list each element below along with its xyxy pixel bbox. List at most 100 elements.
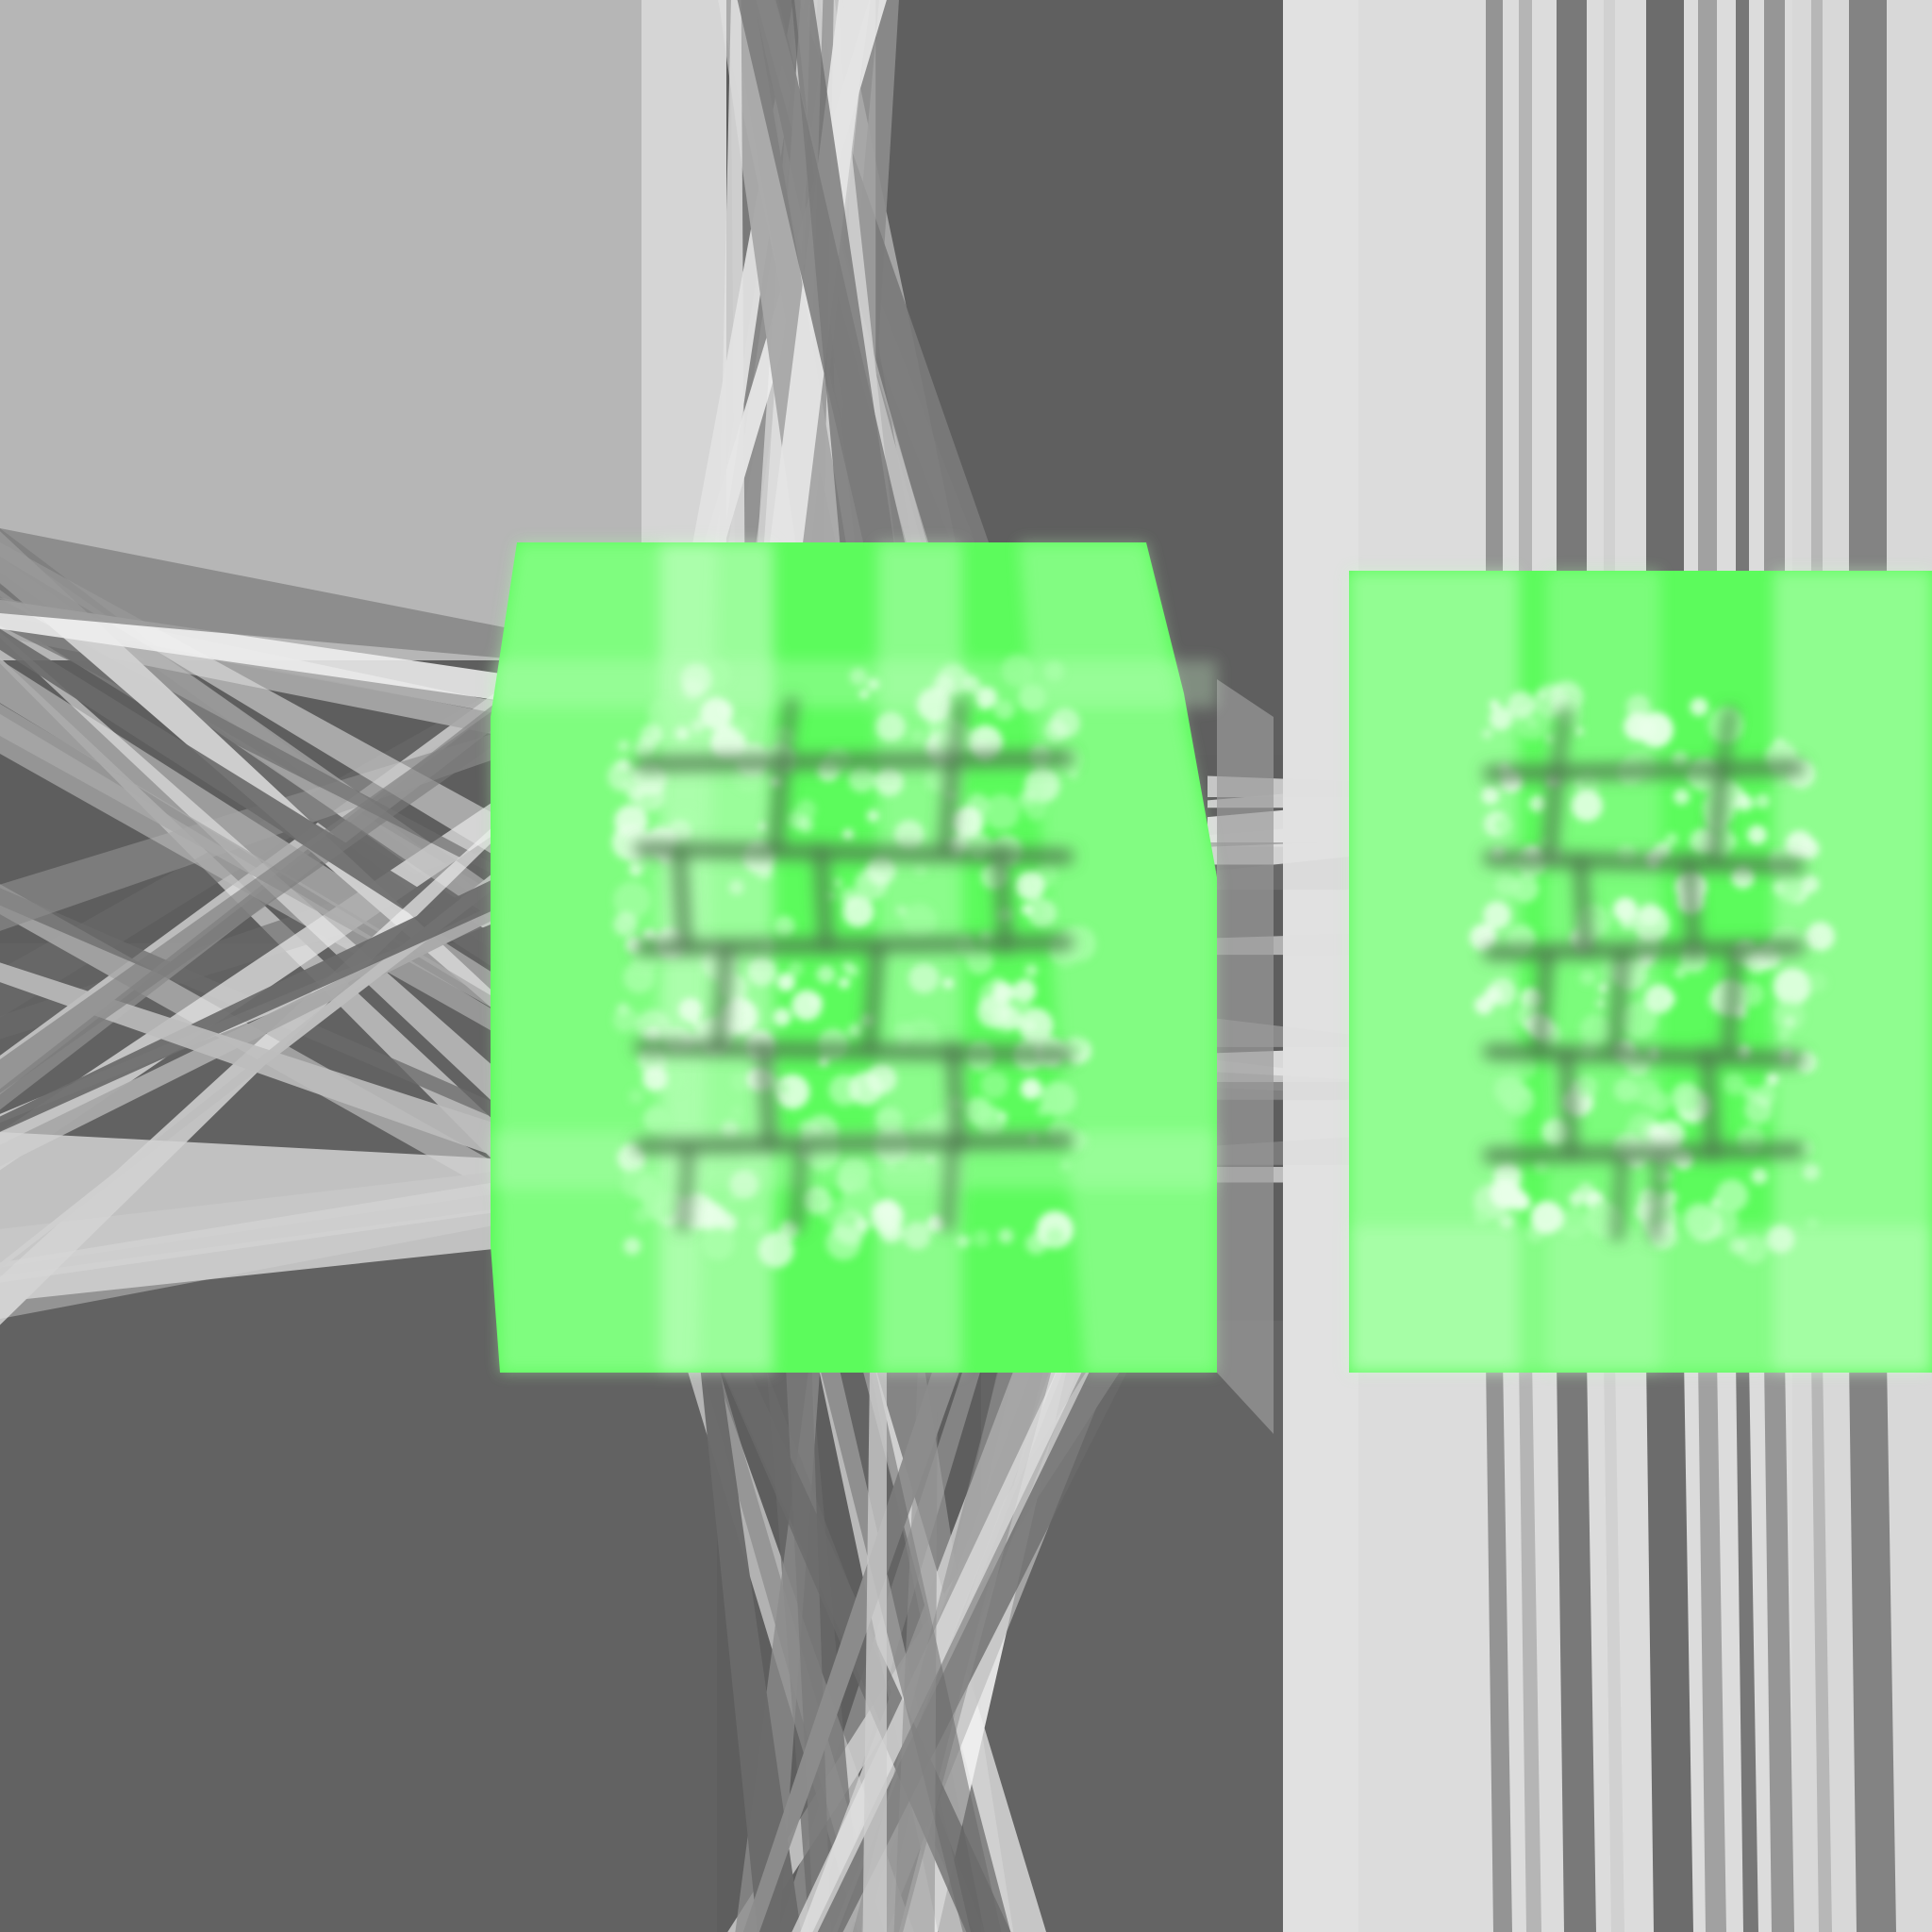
streak-right-bottom — [1519, 1358, 1541, 1932]
texture-speckle — [635, 738, 656, 759]
texture-speckle — [1474, 1208, 1491, 1225]
texture-speckle — [644, 1025, 661, 1042]
texture-speckle — [1530, 1201, 1564, 1235]
texture-speckle — [734, 997, 752, 1015]
streak-right-bottom — [1811, 1358, 1832, 1932]
mortar-line-stub — [791, 1145, 808, 1232]
texture-speckle — [980, 1071, 1009, 1099]
texture-speckle — [974, 1106, 1007, 1138]
texture-speckle — [903, 1222, 931, 1250]
streak-horizontal-left — [0, 628, 528, 991]
texture-speckle — [838, 976, 850, 989]
streak-right-top — [1849, 0, 1887, 585]
texture-speckle — [994, 699, 1015, 721]
texture-speckle — [956, 1234, 970, 1248]
texture-speckle — [1001, 654, 1035, 688]
texture-speckle — [1558, 1208, 1590, 1239]
texture-speckle — [657, 1061, 690, 1094]
texture-speckle — [1747, 824, 1768, 845]
streak-between-tiles — [1217, 679, 1274, 1434]
texture-speckle — [927, 1215, 944, 1232]
texture-speckle — [914, 863, 927, 876]
texture-speckle — [1775, 874, 1805, 904]
mortar-line-stub — [677, 1145, 694, 1232]
texture-speckle — [729, 1170, 759, 1199]
texture-speckle — [1484, 986, 1502, 1005]
streak-right-top — [1736, 0, 1749, 585]
texture-speckle — [1017, 996, 1032, 1012]
texture-speckle — [1528, 794, 1546, 812]
texture-speckle — [797, 817, 814, 833]
texture-speckle — [967, 724, 1004, 761]
streak-right-bottom — [1646, 1358, 1693, 1932]
texture-speckle — [1579, 1013, 1612, 1047]
texture-speckle — [613, 912, 638, 937]
texture-speckle — [1490, 699, 1500, 710]
texture-speckle — [1774, 1000, 1806, 1032]
streak-vertical-bottom — [742, 1358, 965, 1932]
streak-vertical-top — [737, 0, 945, 717]
texture-speckle — [1774, 967, 1811, 1006]
texture-speckle — [1043, 719, 1068, 743]
mortar-line-vertical — [769, 758, 790, 856]
texture-speckle — [819, 1056, 829, 1067]
texture-speckle — [746, 1214, 764, 1232]
texture-speckle — [901, 903, 938, 939]
texture-speckle — [691, 1019, 701, 1028]
streak-right-top — [1646, 0, 1684, 585]
texture-speckle — [623, 1237, 641, 1256]
texture-speckle — [867, 809, 879, 823]
texture-speckle — [1510, 1096, 1522, 1108]
streak-vertical-bottom — [893, 1358, 939, 1932]
texture-speckle — [1483, 901, 1511, 929]
texture-speckle — [1723, 1073, 1746, 1096]
texture-speckle — [680, 663, 712, 695]
streak-vertical-bottom — [699, 1358, 802, 1932]
texture-speckle — [1674, 966, 1687, 979]
texture-speckle — [1571, 790, 1603, 822]
texture-speckle — [791, 990, 823, 1021]
streak-right-bottom — [1849, 1358, 1896, 1932]
texture-speckle — [1807, 972, 1828, 992]
mortar-line-stub — [1716, 707, 1737, 774]
mortar-line-stub — [1611, 1155, 1628, 1241]
texture-speckle — [1541, 1118, 1570, 1147]
texture-speckle — [1802, 1163, 1820, 1181]
mortar-line-vertical — [1722, 946, 1742, 1058]
brick-texture-right — [1349, 571, 1932, 1373]
texture-speckle — [733, 715, 754, 736]
texture-speckle — [992, 981, 1014, 1003]
texture-speckle — [1579, 968, 1597, 986]
texture-speckle — [1739, 981, 1764, 1007]
mortar-line-stub — [1551, 707, 1572, 774]
texture-speckle — [795, 799, 817, 821]
texture-speckle — [1018, 683, 1047, 711]
streak-right-bottom — [1604, 1358, 1624, 1932]
texture-speckle — [1012, 979, 1037, 1003]
mortar-line-vertical — [946, 1041, 965, 1153]
texture-speckle — [1785, 830, 1814, 859]
mortar-line-horizontal — [1483, 851, 1805, 874]
texture-speckle — [1024, 798, 1047, 821]
texture-speckle — [1772, 880, 1786, 894]
brick-mortar-right — [1483, 707, 1805, 1241]
texture-speckle — [731, 1106, 742, 1117]
texture-speckle — [1625, 694, 1651, 720]
texture-speckle — [1059, 1158, 1073, 1171]
texture-speckle — [1474, 925, 1497, 948]
texture-speckle — [1777, 776, 1789, 788]
texture-speckle — [1665, 832, 1678, 846]
texture-speckle — [773, 1008, 791, 1026]
texture-speckle — [942, 977, 954, 989]
texture-speckle — [855, 877, 870, 891]
texture-speckle — [617, 740, 630, 753]
mortar-line-vertical — [1608, 946, 1629, 1058]
texture-speckle — [634, 780, 666, 812]
texture-speckle — [816, 964, 836, 984]
texture-speckle — [1020, 1077, 1042, 1100]
texture-speckle — [875, 1107, 904, 1134]
texture-speckle — [840, 888, 859, 907]
texture-speckle — [1044, 660, 1065, 682]
texture-speckle — [1015, 871, 1046, 901]
